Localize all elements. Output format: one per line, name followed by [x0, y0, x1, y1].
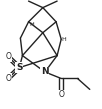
Text: N: N	[41, 67, 49, 76]
Text: S: S	[16, 63, 23, 72]
Text: O: O	[58, 90, 64, 99]
Text: O: O	[5, 74, 11, 83]
Text: H: H	[61, 37, 66, 42]
Text: H: H	[29, 22, 34, 27]
Text: O: O	[5, 52, 11, 61]
